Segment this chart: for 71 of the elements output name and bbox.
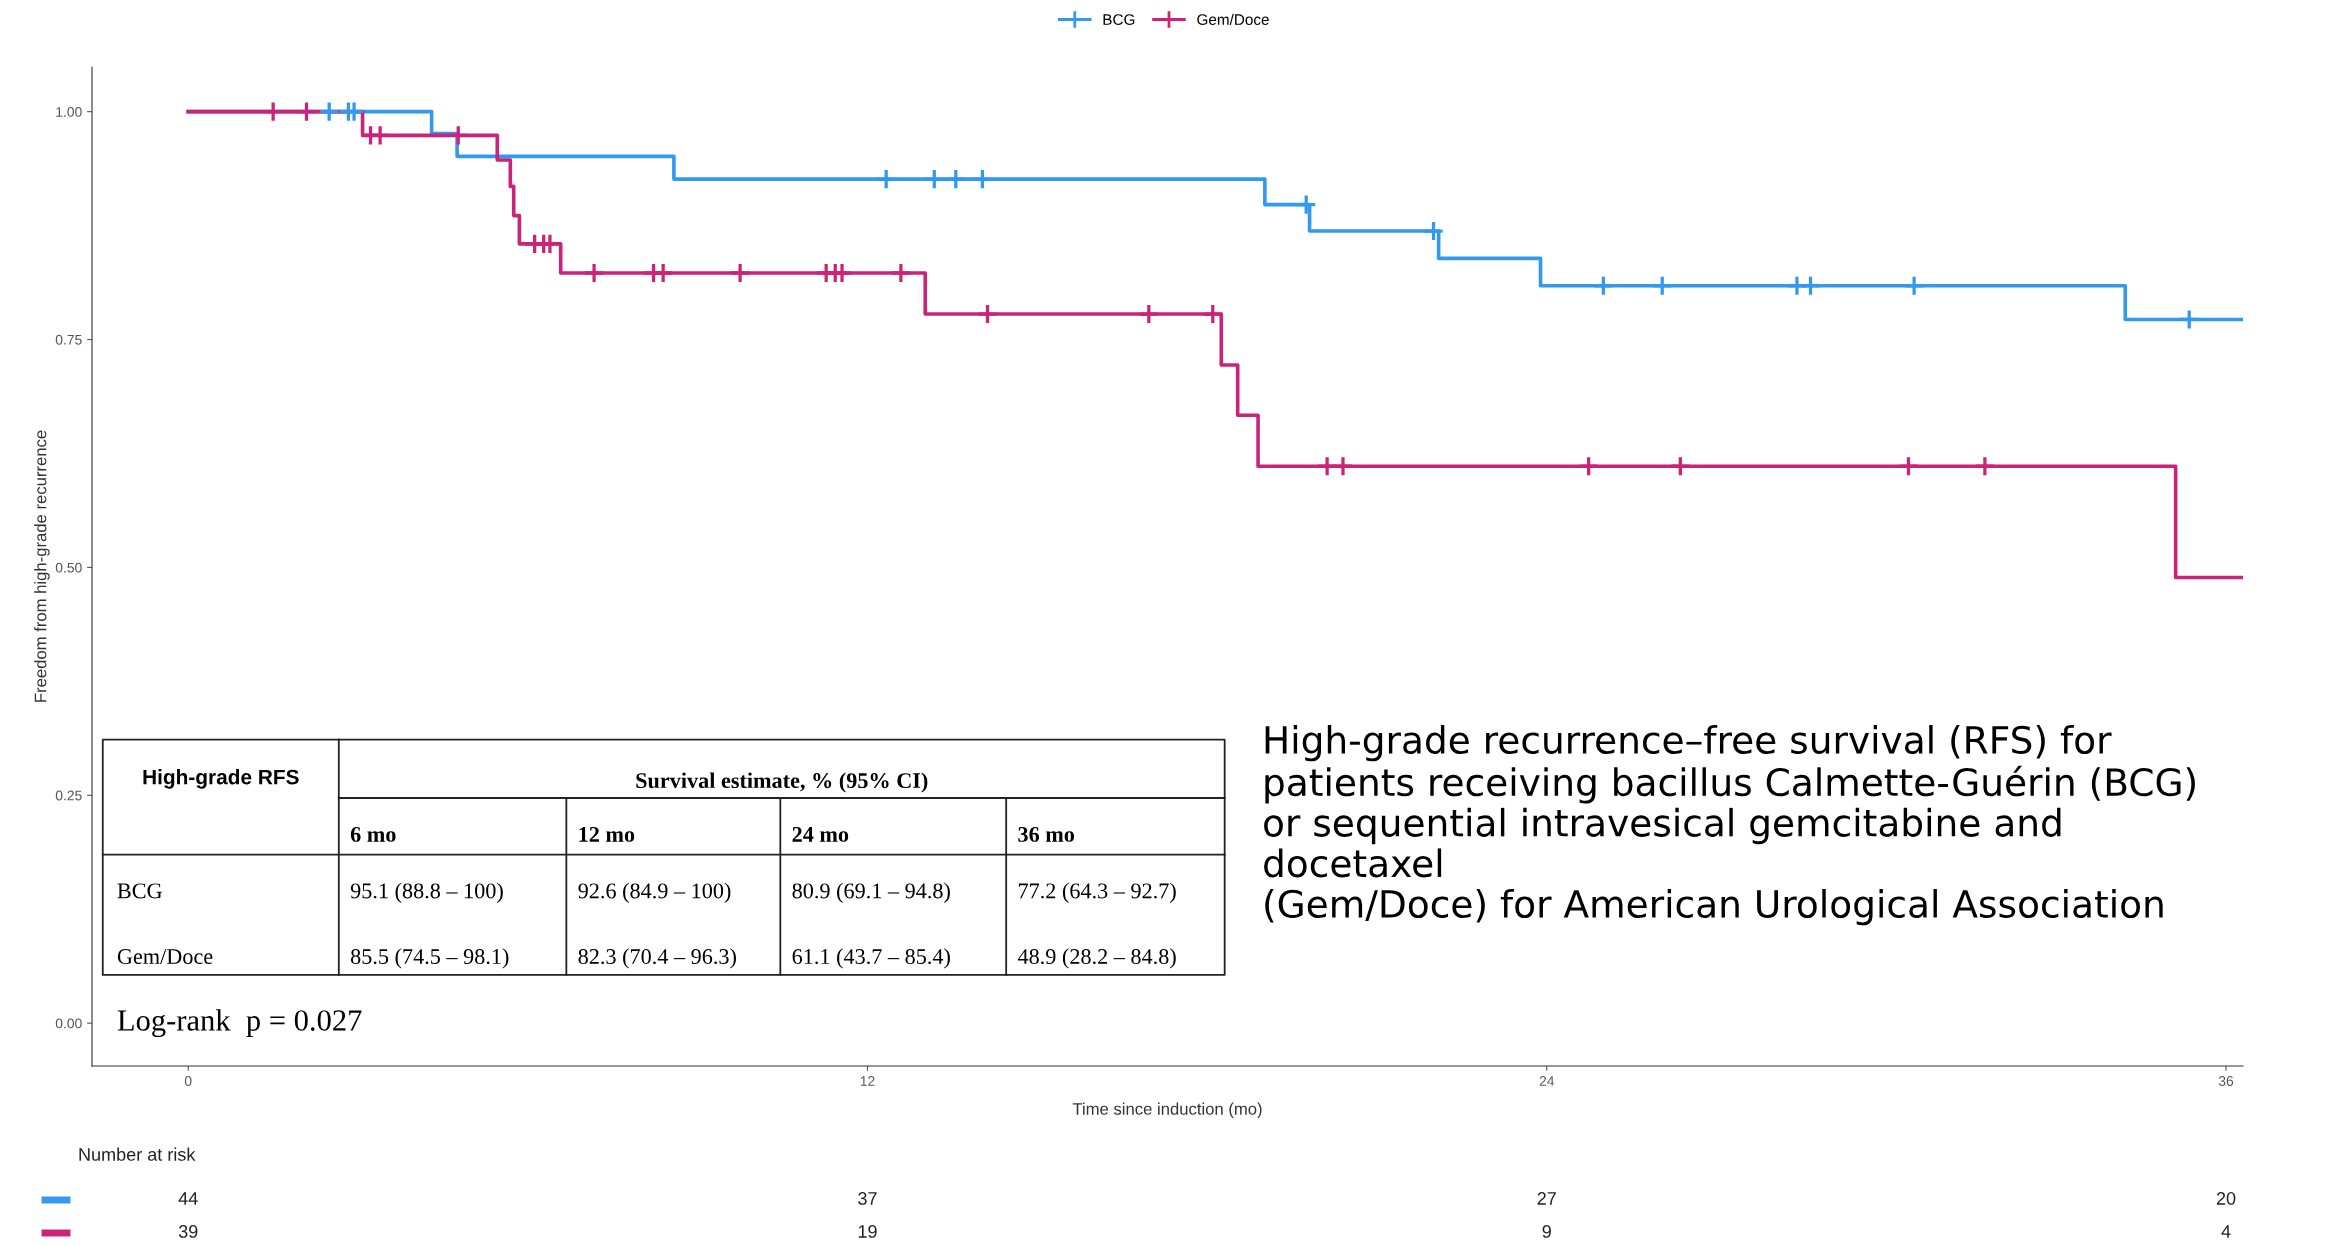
point xyxy=(1203,304,1222,324)
point xyxy=(973,170,992,189)
point xyxy=(1671,457,1690,476)
point xyxy=(540,234,559,253)
text: 4 xyxy=(2221,1225,2231,1238)
point xyxy=(1801,276,1820,295)
annotation: 85.5 (74.5 – 98.1) xyxy=(350,948,509,969)
annotation: 6 mo xyxy=(350,826,396,842)
y-tick-label: 0.75 xyxy=(55,334,82,345)
annotation: High-grade recurrence–free survival (RFS) for patients receiving bacillus Calmette-Guérin (BCG) or sequential intravesical gemcitabine and docetaxel (Gem/Doce) for American Urological Association xyxy=(1264,725,2195,926)
y-axis-title: Freedom from high-grade recurrence xyxy=(34,430,50,702)
point xyxy=(1975,457,1994,476)
text: Number at risk xyxy=(79,1147,196,1161)
point xyxy=(1139,304,1158,324)
point xyxy=(585,263,604,283)
x-tick-label: 24 xyxy=(1539,1076,1555,1086)
y-tick-label: 0.00 xyxy=(55,1018,82,1029)
y-tick-label: 0.50 xyxy=(55,562,82,573)
point xyxy=(449,126,468,145)
legend-label: BCG xyxy=(1103,14,1135,25)
point xyxy=(371,126,390,145)
text: 9 xyxy=(1542,1225,1551,1238)
point xyxy=(1424,222,1443,241)
text: 37 xyxy=(858,1192,877,1205)
annotation: 12 mo xyxy=(579,826,635,842)
text: 20 xyxy=(2216,1192,2236,1205)
point xyxy=(877,170,896,189)
y-tick-label: 0.25 xyxy=(55,790,82,801)
text: 44 xyxy=(178,1192,198,1205)
point xyxy=(264,102,283,121)
point xyxy=(654,263,673,283)
point xyxy=(946,170,965,189)
point xyxy=(1297,195,1316,214)
point xyxy=(925,170,944,189)
annotation: 80.9 (69.1 – 94.8) xyxy=(792,882,950,903)
annotation: High-grade RFS xyxy=(143,769,299,789)
annotation: BCG xyxy=(117,883,162,899)
point xyxy=(1899,457,1918,476)
annotation: 95.1 (88.8 – 100) xyxy=(350,882,503,903)
point xyxy=(1905,276,1924,295)
annotation: 61.1 (43.7 – 85.4) xyxy=(792,948,950,969)
point xyxy=(1318,457,1337,476)
point xyxy=(1333,457,1353,476)
annotation: 77.2 (64.3 – 92.7) xyxy=(1018,882,1176,903)
legend-label: Gem/Doce xyxy=(1197,13,1269,25)
point xyxy=(1594,276,1613,295)
annotation: 48.9 (28.2 – 84.8) xyxy=(1017,948,1176,969)
point xyxy=(731,263,750,283)
point xyxy=(1579,457,1598,476)
x-tick-label: 36 xyxy=(2218,1076,2234,1086)
point xyxy=(320,102,339,121)
x-axis-title: Time since induction (mo) xyxy=(1072,1102,1262,1119)
text: 19 xyxy=(858,1225,877,1238)
text: 27 xyxy=(1537,1192,1556,1205)
annotation: 82.3 (70.4 – 96.3) xyxy=(578,948,736,969)
annotation: Survival estimate, % (95% CI) xyxy=(636,772,928,793)
point xyxy=(1653,276,1672,295)
annotation: Gem/Doce xyxy=(117,949,213,965)
x-tick-label: 0 xyxy=(184,1076,192,1086)
point xyxy=(2180,310,2199,329)
x-tick-label: 12 xyxy=(860,1076,875,1086)
annotation: 92.6 (84.9 – 100) xyxy=(578,882,731,903)
annotation: 24 mo xyxy=(792,826,849,842)
text: 39 xyxy=(178,1225,198,1238)
annotation: 36 mo xyxy=(1018,826,1075,842)
point xyxy=(297,102,316,121)
y-tick-label: 1.00 xyxy=(56,107,82,117)
point xyxy=(978,304,997,324)
annotation: Log-rank p = 0.027 xyxy=(117,1009,362,1038)
point xyxy=(891,263,910,283)
point xyxy=(345,102,364,121)
